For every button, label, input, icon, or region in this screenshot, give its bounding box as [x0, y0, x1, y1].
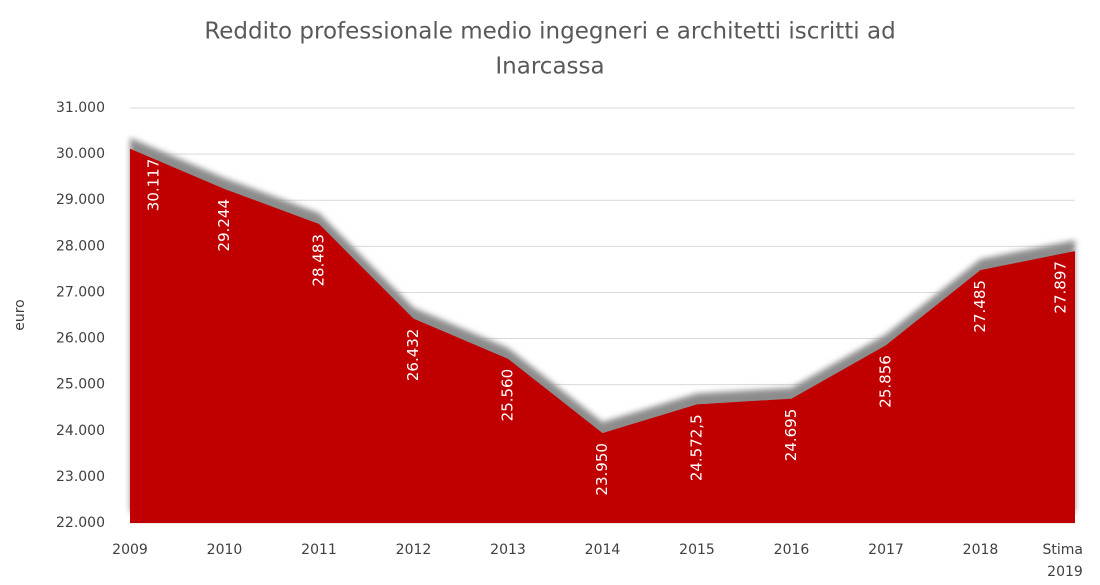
data-label: 27.897 — [1052, 261, 1070, 314]
y-tick-label: 30.000 — [56, 146, 105, 162]
data-label: 27.485 — [971, 280, 989, 333]
chart-title: Inarcassa — [495, 54, 604, 80]
data-label: 24.572,5 — [688, 414, 706, 481]
x-tick-label: 2011 — [301, 542, 337, 558]
data-label: 25.560 — [499, 369, 517, 422]
y-tick-label: 23.000 — [56, 469, 105, 485]
y-tick-label: 27.000 — [56, 284, 105, 300]
y-tick-label: 24.000 — [56, 423, 105, 439]
y-tick-label: 26.000 — [56, 331, 105, 347]
y-axis-label: euro — [12, 299, 28, 331]
data-label: 29.244 — [215, 199, 233, 252]
x-tick-label: 2016 — [774, 542, 810, 558]
data-label: 24.695 — [782, 409, 800, 462]
y-tick-label: 28.000 — [56, 238, 105, 254]
y-tick-label: 31.000 — [56, 100, 105, 116]
data-label: 23.950 — [593, 443, 611, 496]
x-tick-label: 2013 — [490, 542, 526, 558]
data-label: 25.856 — [877, 355, 895, 408]
x-tick-label: 2017 — [868, 542, 904, 558]
data-label: 30.117 — [145, 159, 163, 212]
data-label: 28.483 — [310, 234, 328, 286]
chart-title: Reddito professionale medio ingegneri e … — [204, 19, 895, 45]
y-tick-label: 29.000 — [56, 192, 105, 208]
x-tick-label: 2012 — [396, 542, 432, 558]
x-tick-label: 2009 — [112, 542, 148, 558]
x-tick-label: 2014 — [585, 542, 621, 558]
data-label: 26.432 — [404, 329, 422, 382]
area — [130, 148, 1075, 523]
x-tick-label: 2015 — [679, 542, 715, 558]
x-tick-label: 2010 — [207, 542, 243, 558]
x-tick-label: 2018 — [963, 542, 999, 558]
y-tick-label: 25.000 — [56, 377, 105, 393]
x-tick-label: Stima 2019 — [1043, 542, 1088, 580]
y-tick-label: 22.000 — [56, 515, 105, 531]
